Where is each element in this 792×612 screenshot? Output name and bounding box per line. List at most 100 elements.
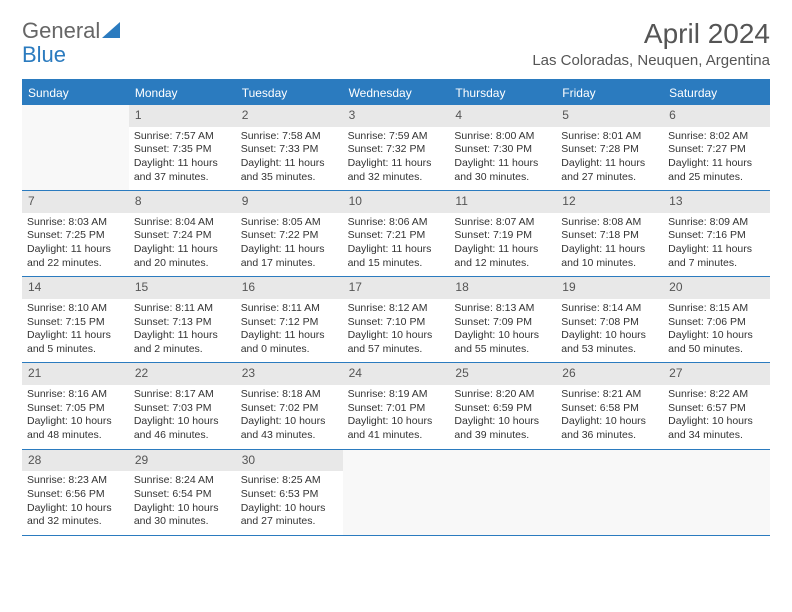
day-cell: 8Sunrise: 8:04 AMSunset: 7:24 PMDaylight…	[129, 191, 236, 276]
day2-text: and 15 minutes.	[348, 257, 445, 271]
day1-text: Daylight: 11 hours	[454, 157, 551, 171]
day-number: 19	[556, 277, 663, 299]
sunrise-text: Sunrise: 8:11 AM	[241, 302, 338, 316]
day-body: Sunrise: 8:11 AMSunset: 7:13 PMDaylight:…	[129, 299, 236, 363]
day-cell: 1Sunrise: 7:57 AMSunset: 7:35 PMDaylight…	[129, 105, 236, 190]
day1-text: Daylight: 10 hours	[134, 502, 231, 516]
sunrise-text: Sunrise: 8:06 AM	[348, 216, 445, 230]
day-cell: 10Sunrise: 8:06 AMSunset: 7:21 PMDayligh…	[343, 191, 450, 276]
week-row: 1Sunrise: 7:57 AMSunset: 7:35 PMDaylight…	[22, 105, 770, 191]
sunset-text: Sunset: 7:10 PM	[348, 316, 445, 330]
day-number: 20	[663, 277, 770, 299]
day-header-thu: Thursday	[449, 81, 556, 105]
sunset-text: Sunset: 7:15 PM	[27, 316, 124, 330]
sunrise-text: Sunrise: 8:05 AM	[241, 216, 338, 230]
sunset-text: Sunset: 7:13 PM	[134, 316, 231, 330]
header: General April 2024 Las Coloradas, Neuque…	[22, 18, 770, 69]
sunset-text: Sunset: 7:28 PM	[561, 143, 658, 157]
sunset-text: Sunset: 7:03 PM	[134, 402, 231, 416]
sunset-text: Sunset: 7:27 PM	[668, 143, 765, 157]
day-cell: 23Sunrise: 8:18 AMSunset: 7:02 PMDayligh…	[236, 363, 343, 448]
day2-text: and 35 minutes.	[241, 171, 338, 185]
day-cell: 19Sunrise: 8:14 AMSunset: 7:08 PMDayligh…	[556, 277, 663, 362]
sunset-text: Sunset: 7:09 PM	[454, 316, 551, 330]
day-body: Sunrise: 8:11 AMSunset: 7:12 PMDaylight:…	[236, 299, 343, 363]
logo: General	[22, 18, 120, 44]
day-body: Sunrise: 8:24 AMSunset: 6:54 PMDaylight:…	[129, 471, 236, 535]
weeks-container: 1Sunrise: 7:57 AMSunset: 7:35 PMDaylight…	[22, 105, 770, 536]
day-cell: 17Sunrise: 8:12 AMSunset: 7:10 PMDayligh…	[343, 277, 450, 362]
day-body: Sunrise: 8:02 AMSunset: 7:27 PMDaylight:…	[663, 127, 770, 191]
day-number: 8	[129, 191, 236, 213]
day-body: Sunrise: 8:12 AMSunset: 7:10 PMDaylight:…	[343, 299, 450, 363]
day-number: 24	[343, 363, 450, 385]
day1-text: Daylight: 11 hours	[134, 329, 231, 343]
day-body: Sunrise: 8:05 AMSunset: 7:22 PMDaylight:…	[236, 213, 343, 277]
day-cell: 13Sunrise: 8:09 AMSunset: 7:16 PMDayligh…	[663, 191, 770, 276]
day-cell: 3Sunrise: 7:59 AMSunset: 7:32 PMDaylight…	[343, 105, 450, 190]
empty-cell	[22, 105, 129, 190]
day-number: 17	[343, 277, 450, 299]
day-body: Sunrise: 8:23 AMSunset: 6:56 PMDaylight:…	[22, 471, 129, 535]
sunrise-text: Sunrise: 8:25 AM	[241, 474, 338, 488]
day-number: 11	[449, 191, 556, 213]
day-body: Sunrise: 8:03 AMSunset: 7:25 PMDaylight:…	[22, 213, 129, 277]
day1-text: Daylight: 10 hours	[134, 415, 231, 429]
day2-text: and 57 minutes.	[348, 343, 445, 357]
day-body: Sunrise: 8:06 AMSunset: 7:21 PMDaylight:…	[343, 213, 450, 277]
sunset-text: Sunset: 7:35 PM	[134, 143, 231, 157]
sunrise-text: Sunrise: 8:20 AM	[454, 388, 551, 402]
sunset-text: Sunset: 6:53 PM	[241, 488, 338, 502]
day1-text: Daylight: 10 hours	[561, 415, 658, 429]
sunset-text: Sunset: 7:05 PM	[27, 402, 124, 416]
day-number: 28	[22, 450, 129, 472]
day-header-fri: Friday	[556, 81, 663, 105]
empty-cell	[663, 450, 770, 535]
day2-text: and 55 minutes.	[454, 343, 551, 357]
sunset-text: Sunset: 7:16 PM	[668, 229, 765, 243]
sunrise-text: Sunrise: 7:59 AM	[348, 130, 445, 144]
day2-text: and 7 minutes.	[668, 257, 765, 271]
logo-line2: Blue	[22, 42, 66, 68]
day2-text: and 32 minutes.	[27, 515, 124, 529]
day-cell: 7Sunrise: 8:03 AMSunset: 7:25 PMDaylight…	[22, 191, 129, 276]
day-cell: 5Sunrise: 8:01 AMSunset: 7:28 PMDaylight…	[556, 105, 663, 190]
day-cell: 9Sunrise: 8:05 AMSunset: 7:22 PMDaylight…	[236, 191, 343, 276]
day-number: 14	[22, 277, 129, 299]
logo-triangle-icon	[102, 22, 120, 38]
day-number: 16	[236, 277, 343, 299]
title-block: April 2024 Las Coloradas, Neuquen, Argen…	[532, 18, 770, 69]
sunrise-text: Sunrise: 8:14 AM	[561, 302, 658, 316]
day-body: Sunrise: 7:58 AMSunset: 7:33 PMDaylight:…	[236, 127, 343, 191]
day-cell: 29Sunrise: 8:24 AMSunset: 6:54 PMDayligh…	[129, 450, 236, 535]
day-body: Sunrise: 8:15 AMSunset: 7:06 PMDaylight:…	[663, 299, 770, 363]
day-header-sun: Sunday	[22, 81, 129, 105]
day-cell: 18Sunrise: 8:13 AMSunset: 7:09 PMDayligh…	[449, 277, 556, 362]
day-header-tue: Tuesday	[236, 81, 343, 105]
week-row: 14Sunrise: 8:10 AMSunset: 7:15 PMDayligh…	[22, 277, 770, 363]
day2-text: and 39 minutes.	[454, 429, 551, 443]
day1-text: Daylight: 10 hours	[668, 415, 765, 429]
day2-text: and 37 minutes.	[134, 171, 231, 185]
day-cell: 4Sunrise: 8:00 AMSunset: 7:30 PMDaylight…	[449, 105, 556, 190]
day-cell: 20Sunrise: 8:15 AMSunset: 7:06 PMDayligh…	[663, 277, 770, 362]
day1-text: Daylight: 11 hours	[561, 157, 658, 171]
day2-text: and 5 minutes.	[27, 343, 124, 357]
day-cell: 21Sunrise: 8:16 AMSunset: 7:05 PMDayligh…	[22, 363, 129, 448]
sunset-text: Sunset: 7:12 PM	[241, 316, 338, 330]
day1-text: Daylight: 11 hours	[348, 157, 445, 171]
day-body: Sunrise: 8:14 AMSunset: 7:08 PMDaylight:…	[556, 299, 663, 363]
sunset-text: Sunset: 7:33 PM	[241, 143, 338, 157]
sunrise-text: Sunrise: 8:07 AM	[454, 216, 551, 230]
day1-text: Daylight: 10 hours	[27, 415, 124, 429]
sunset-text: Sunset: 7:18 PM	[561, 229, 658, 243]
sunset-text: Sunset: 7:21 PM	[348, 229, 445, 243]
day1-text: Daylight: 10 hours	[668, 329, 765, 343]
sunrise-text: Sunrise: 8:23 AM	[27, 474, 124, 488]
day-cell: 6Sunrise: 8:02 AMSunset: 7:27 PMDaylight…	[663, 105, 770, 190]
day-cell: 25Sunrise: 8:20 AMSunset: 6:59 PMDayligh…	[449, 363, 556, 448]
day-body: Sunrise: 8:16 AMSunset: 7:05 PMDaylight:…	[22, 385, 129, 449]
day1-text: Daylight: 11 hours	[348, 243, 445, 257]
day-number: 25	[449, 363, 556, 385]
day-body: Sunrise: 8:10 AMSunset: 7:15 PMDaylight:…	[22, 299, 129, 363]
